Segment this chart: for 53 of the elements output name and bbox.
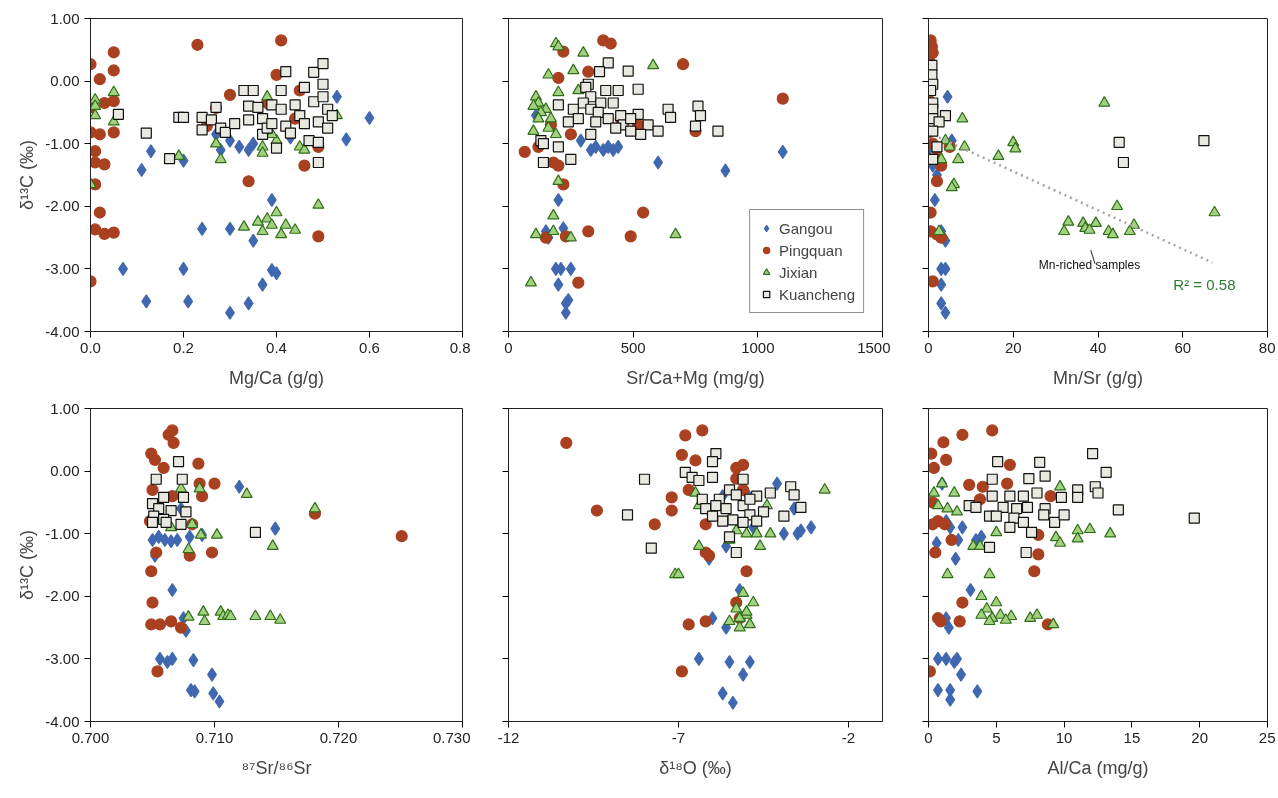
x-tick-label: 0.730: [432, 728, 471, 746]
y-tick-label: 0.00: [50, 72, 80, 90]
x-tick-label: 1500: [857, 338, 891, 356]
y-tick-label: 1.00: [50, 9, 80, 27]
y-axis-title: δ¹³C (‰): [17, 140, 38, 210]
x-tick-label: 40: [1089, 338, 1107, 356]
legend-label: Kuancheng: [779, 285, 855, 303]
y-tick-label: -2.00: [45, 587, 80, 605]
x-tick-label: 60: [1174, 338, 1192, 356]
x-tick-label: 20: [1004, 338, 1022, 356]
x-tick-label: -7: [671, 728, 686, 746]
y-tick-label: 0.00: [50, 462, 80, 480]
x-axis-title: Mn/Sr (g/g): [1052, 367, 1144, 388]
x-tick-label: 0.4: [266, 338, 287, 356]
x-tick-label: 15: [1123, 728, 1141, 746]
annotation: R² = 0.58: [1173, 275, 1236, 293]
y-tick-label: -4.00: [45, 712, 80, 730]
x-tick-label: 500: [620, 338, 646, 356]
legend-label: Gangou: [779, 219, 833, 237]
y-tick-label: 1.00: [50, 399, 80, 417]
x-tick-label: 25: [1258, 728, 1276, 746]
x-tick-label: 1000: [741, 338, 775, 356]
x-tick-label: 80: [1258, 338, 1276, 356]
y-tick-label: -1.00: [45, 524, 80, 542]
x-tick-label: 0.8: [449, 338, 471, 356]
x-tick-label: 0: [504, 338, 513, 356]
x-axis-title: Sr/Ca+Mg (mg/g): [626, 367, 765, 388]
y-tick-label: -4.00: [45, 322, 80, 340]
y-tick-label: -2.00: [45, 197, 80, 215]
x-tick-label: 5: [992, 728, 1001, 746]
x-tick-label: -12: [497, 728, 520, 746]
x-tick-label: 20: [1191, 728, 1209, 746]
x-tick-label: 0.710: [195, 728, 234, 746]
y-axis-title: δ¹³C (‰): [17, 530, 38, 600]
annotation: Mn-riched samples: [1038, 257, 1141, 272]
x-tick-label: 0: [924, 338, 933, 356]
x-axis-title: Mg/Ca (g/g): [228, 367, 325, 388]
x-tick-label: 0.700: [71, 728, 110, 746]
x-tick-label: 10: [1055, 728, 1073, 746]
y-tick-label: -3.00: [45, 259, 80, 277]
x-tick-label: -2: [841, 728, 856, 746]
x-axis-title: ⁸⁷Sr/⁸⁶Sr: [241, 757, 312, 778]
x-tick-label: 0.2: [173, 338, 194, 356]
x-tick-label: 0.6: [359, 338, 380, 356]
y-tick-label: -3.00: [45, 649, 80, 667]
x-tick-label: 0.720: [319, 728, 358, 746]
y-tick-label: -1.00: [45, 134, 80, 152]
x-axis-title: δ¹⁸O (‰): [659, 757, 732, 778]
legend-label: Jixian: [779, 263, 818, 281]
x-tick-label: 0.0: [80, 338, 101, 356]
x-axis-title: Al/Ca (mg/g): [1047, 757, 1149, 778]
legend-label: Pingquan: [779, 241, 843, 259]
x-tick-label: 0: [924, 728, 933, 746]
